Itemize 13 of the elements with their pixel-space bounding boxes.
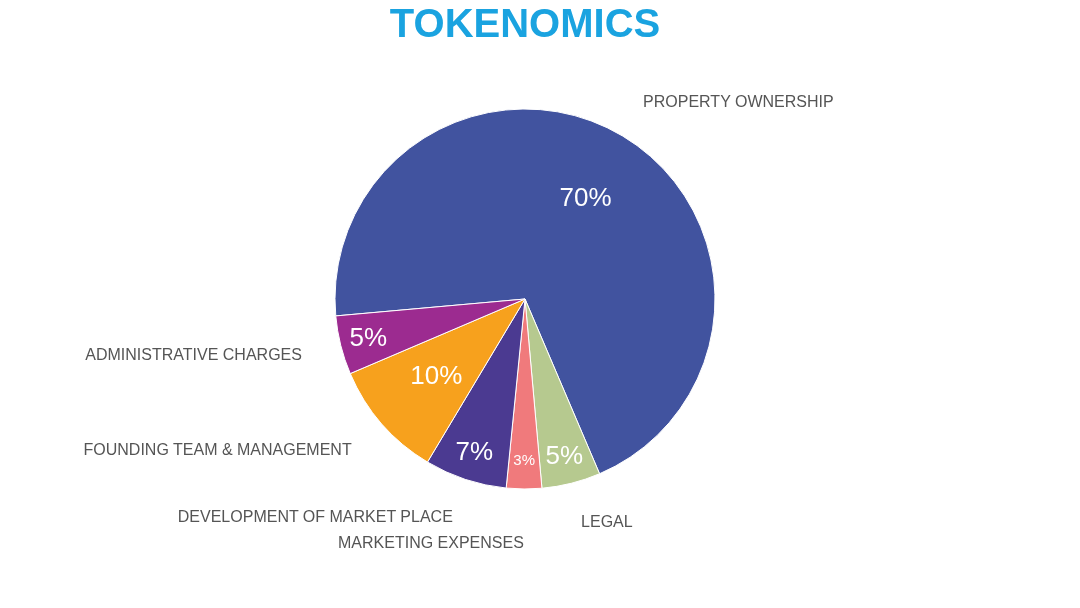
- chart-title: TOKENOMICS: [389, 1, 661, 45]
- slice-label: LEGAL: [581, 513, 633, 531]
- data-label: 5%: [349, 322, 388, 353]
- slice-label: PROPERTY OWNERSHIP: [643, 92, 834, 110]
- slice-label: MARKETING EXPENSES: [338, 534, 524, 552]
- slice-label: ADMINISTRATIVE CHARGES: [85, 346, 302, 364]
- data-label: 7%: [455, 436, 494, 467]
- data-label: 3%: [513, 451, 536, 469]
- data-label: 70%: [559, 181, 612, 212]
- data-label: 5%: [545, 439, 584, 470]
- slice-label: FOUNDING TEAM & MANAGEMENT: [83, 441, 352, 459]
- data-label: 10%: [410, 360, 463, 391]
- slice-label: DEVELOPMENT OF MARKET PLACE: [177, 508, 453, 526]
